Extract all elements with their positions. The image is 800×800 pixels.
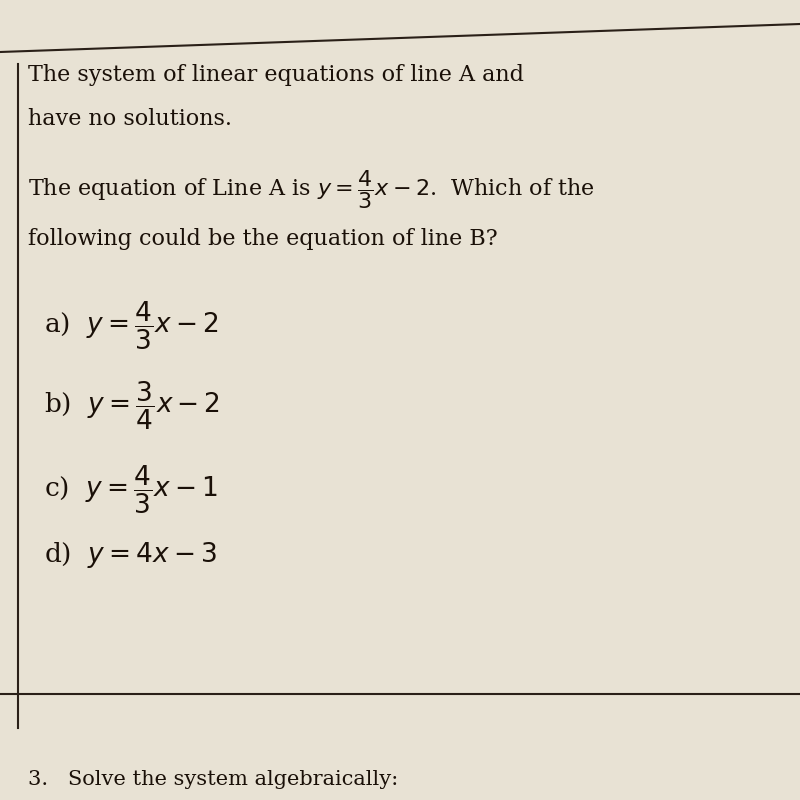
Text: 3.   Solve the system algebraically:: 3. Solve the system algebraically: xyxy=(28,770,398,789)
Text: d)  $y = 4x - 3$: d) $y = 4x - 3$ xyxy=(44,540,218,570)
Text: The system of linear equations of line A and: The system of linear equations of line A… xyxy=(28,64,524,86)
Text: c)  $y = \dfrac{4}{3}x - 1$: c) $y = \dfrac{4}{3}x - 1$ xyxy=(44,464,218,516)
Text: The equation of Line A is $y = \dfrac{4}{3}x - 2$.  Which of the: The equation of Line A is $y = \dfrac{4}… xyxy=(28,168,594,211)
Text: have no solutions.: have no solutions. xyxy=(28,108,232,130)
Text: b)  $y = \dfrac{3}{4}x - 2$: b) $y = \dfrac{3}{4}x - 2$ xyxy=(44,380,220,432)
Text: following could be the equation of line B?: following could be the equation of line … xyxy=(28,228,498,250)
Text: a)  $y = \dfrac{4}{3}x - 2$: a) $y = \dfrac{4}{3}x - 2$ xyxy=(44,300,219,352)
